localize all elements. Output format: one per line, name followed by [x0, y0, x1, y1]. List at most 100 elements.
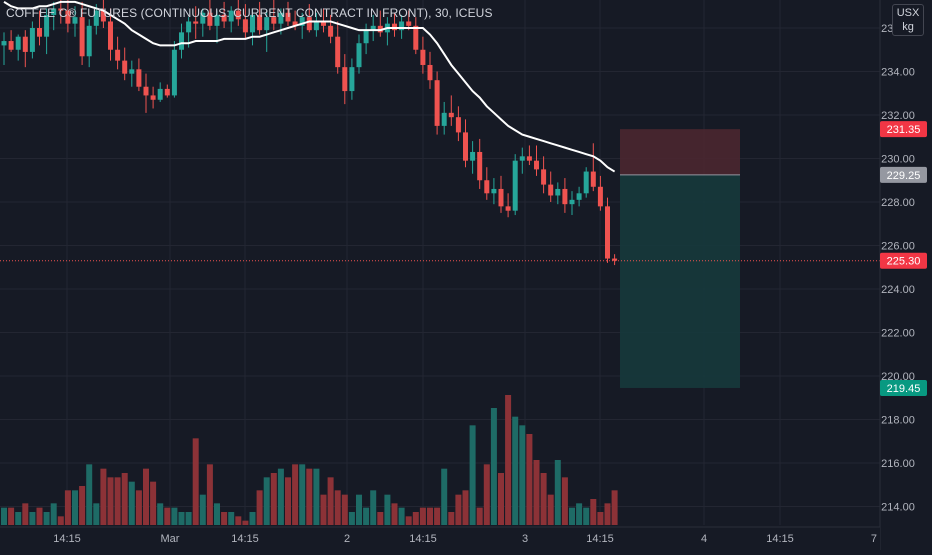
candle-body: [583, 171, 589, 194]
candle-body: [143, 86, 149, 96]
time-tick: 14:15: [409, 533, 437, 545]
candle: [455, 106, 461, 142]
volume-bar: [561, 477, 568, 525]
candle-body: [335, 36, 341, 68]
price-tick: 230.00: [881, 154, 915, 166]
price-tick: 226.00: [881, 241, 915, 253]
candle: [257, 1, 263, 35]
candle: [555, 182, 561, 205]
candle: [292, 10, 298, 31]
candle: [498, 175, 504, 213]
candle-body: [406, 21, 412, 26]
volume-bar: [29, 512, 36, 525]
candle: [193, 6, 199, 39]
volume-bar: [363, 507, 370, 525]
candle: [328, 14, 334, 44]
moving-average: [3, 0, 616, 173]
volume-bar: [79, 486, 86, 525]
candle-body: [590, 171, 596, 187]
last-price-label: 225.30: [880, 252, 927, 269]
candle: [306, 4, 312, 33]
volume-bar: [341, 494, 348, 525]
candle-body: [484, 180, 490, 194]
candle-body: [242, 19, 248, 33]
volume-bar: [263, 477, 270, 525]
candle: [313, 12, 319, 37]
candle-body: [200, 12, 206, 24]
candle-body: [427, 64, 433, 81]
candle-body: [505, 206, 511, 211]
volume-bar: [334, 490, 341, 525]
volume-bar: [8, 507, 15, 525]
candle: [590, 143, 596, 192]
candle-body: [555, 188, 561, 196]
volume-bar: [150, 481, 157, 525]
candle-body: [576, 193, 582, 200]
candle-body: [221, 14, 227, 22]
candle-body: [441, 112, 447, 126]
candle: [406, 10, 412, 31]
volume-bar: [583, 507, 590, 525]
candle-body: [186, 21, 192, 33]
candle-body: [207, 12, 213, 26]
volume-bar: [121, 473, 128, 525]
volume-bar: [427, 507, 433, 525]
time-tick: 14:15: [231, 533, 259, 545]
candle: [8, 30, 14, 52]
candle-body: [491, 188, 497, 194]
volume-bar: [270, 473, 277, 525]
candle: [264, 10, 270, 52]
units-badge[interactable]: USX kg: [892, 4, 924, 36]
candle-body: [392, 23, 397, 31]
candle-body: [37, 28, 42, 37]
volume-bar: [235, 516, 242, 525]
candle: [384, 17, 390, 46]
candle-body: [597, 186, 603, 207]
candle-body: [8, 41, 14, 50]
volume-bar: [57, 516, 64, 525]
volume-bar: [554, 460, 561, 525]
candle-body: [257, 14, 263, 31]
volume-bars: [1, 395, 618, 525]
volume-bar: [490, 408, 497, 525]
candle: [420, 36, 426, 74]
candle-body: [86, 25, 92, 57]
time-tick: 2: [344, 533, 350, 545]
volume-bar: [512, 416, 519, 525]
candle-body: [420, 49, 426, 65]
candle: [321, 8, 326, 33]
volume-bar: [441, 468, 448, 525]
volume-bar: [228, 512, 235, 525]
volume-bar: [576, 503, 583, 525]
candle: [164, 84, 170, 98]
price-tick: 216.00: [881, 458, 915, 470]
candle-body: [51, 8, 57, 15]
candle-body: [463, 132, 468, 161]
candle-body: [534, 160, 539, 170]
candle: [86, 19, 92, 68]
target-price-label-text: 219.45: [887, 383, 921, 395]
volume-bar: [419, 507, 426, 525]
candle: [65, 0, 71, 33]
volume-bar: [498, 473, 504, 525]
entry-price-label-bg: [880, 166, 927, 183]
time-tick: Mar: [161, 533, 180, 545]
target-price-label: 219.45: [880, 379, 927, 396]
volume-bar: [611, 490, 618, 525]
candle-body: [179, 32, 184, 50]
candle-body: [164, 88, 170, 96]
entry-price-label: 229.25: [880, 166, 927, 183]
candle: [235, 0, 241, 26]
candle-body: [58, 8, 64, 11]
candle-body: [108, 21, 113, 50]
candle: [335, 21, 341, 74]
candle: [484, 167, 490, 200]
candle-body: [44, 14, 50, 37]
volume-bar: [143, 468, 149, 525]
candle-body: [498, 188, 504, 207]
volume-bar: [370, 490, 377, 525]
candle-body: [122, 60, 128, 74]
candle: [22, 30, 28, 68]
